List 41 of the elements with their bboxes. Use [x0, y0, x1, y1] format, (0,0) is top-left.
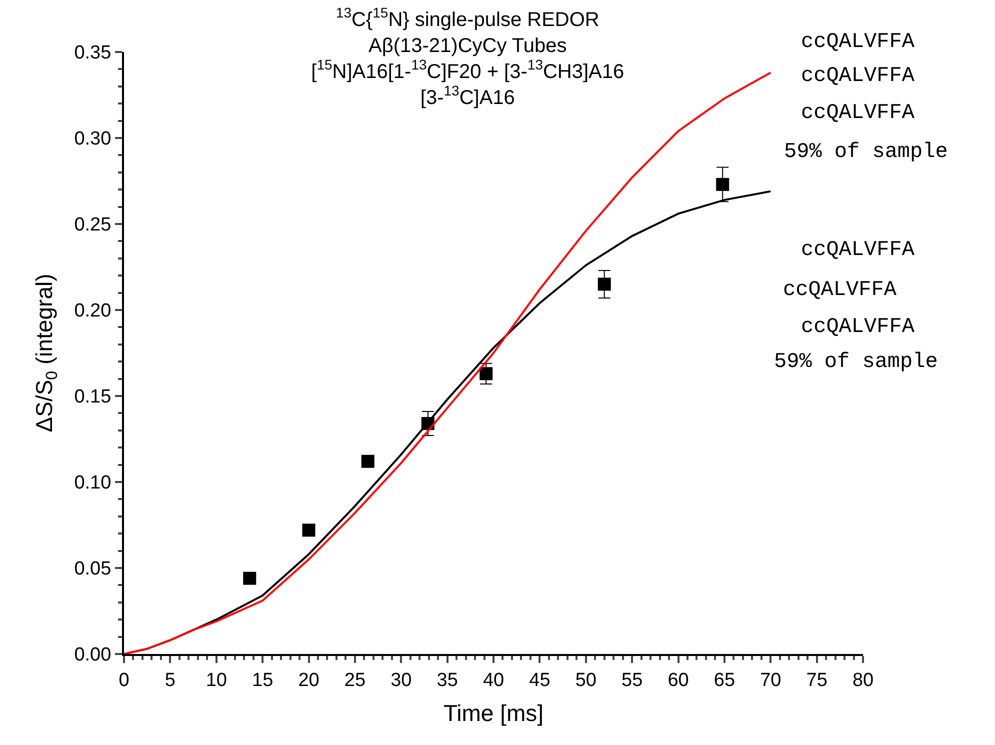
x-tick-label: 20 [298, 670, 320, 691]
x-tick-label: 80 [852, 670, 874, 691]
y-tick-label: 0.00 [74, 644, 112, 666]
annotation: 59% of sample [784, 141, 948, 164]
y-tick-label: 0.05 [74, 558, 112, 580]
annotation: ccQALVFFA [801, 65, 915, 88]
point [302, 524, 316, 537]
point [598, 278, 611, 291]
y-tick-label: 0.15 [74, 386, 112, 408]
x-tick-label: 10 [206, 670, 227, 691]
point [361, 454, 374, 468]
annotation: ccQALVFFA [801, 239, 915, 262]
x-tick-label: 30 [390, 670, 412, 691]
point [480, 367, 493, 380]
x-tick-label: 45 [529, 670, 550, 691]
x-tick-label: 15 [252, 670, 274, 691]
y-tick-label: 0.20 [74, 300, 112, 322]
x-axis-title: Time [ms] [443, 700, 544, 726]
x-tick-label: 65 [714, 670, 736, 691]
point [243, 572, 256, 585]
annotation: ccQALVFFA [801, 31, 915, 54]
x-tick-label: 60 [668, 670, 689, 691]
x-tick-label: 40 [482, 670, 504, 691]
annotation: ccQALVFFA [801, 316, 915, 339]
chart-title: $^{13}$C{$^{15}$N} single-pulse REDOR Aβ(13-21)CyCy Tubes [$^{15}$N]A16[1-$^{13}$C]F20 + [3-$^{13}$CH3]A16 [3-$^{13}$C]A16 [311, 4, 624, 110]
y-tick-label: 0.25 [74, 214, 112, 236]
x-tick-label: 75 [806, 670, 828, 691]
annotation: ccQALVFFA [783, 279, 897, 302]
annotation: 59% of sample [774, 351, 938, 374]
x-tick-label: 25 [344, 670, 366, 691]
x-tick-label: 50 [575, 670, 596, 691]
y-tick-label: 0.35 [74, 42, 112, 64]
x-tick-label: 5 [164, 670, 176, 691]
x-tick-label: 55 [621, 670, 643, 691]
annotation: ccQALVFFA [801, 102, 915, 125]
point [716, 178, 730, 191]
x-tick-label: 35 [436, 670, 458, 691]
y-tick-label: 0.10 [74, 472, 112, 494]
x-tick-label: 70 [760, 670, 782, 691]
y-tick-label: 0.30 [74, 128, 112, 150]
x-tick-label: 0 [118, 670, 130, 691]
